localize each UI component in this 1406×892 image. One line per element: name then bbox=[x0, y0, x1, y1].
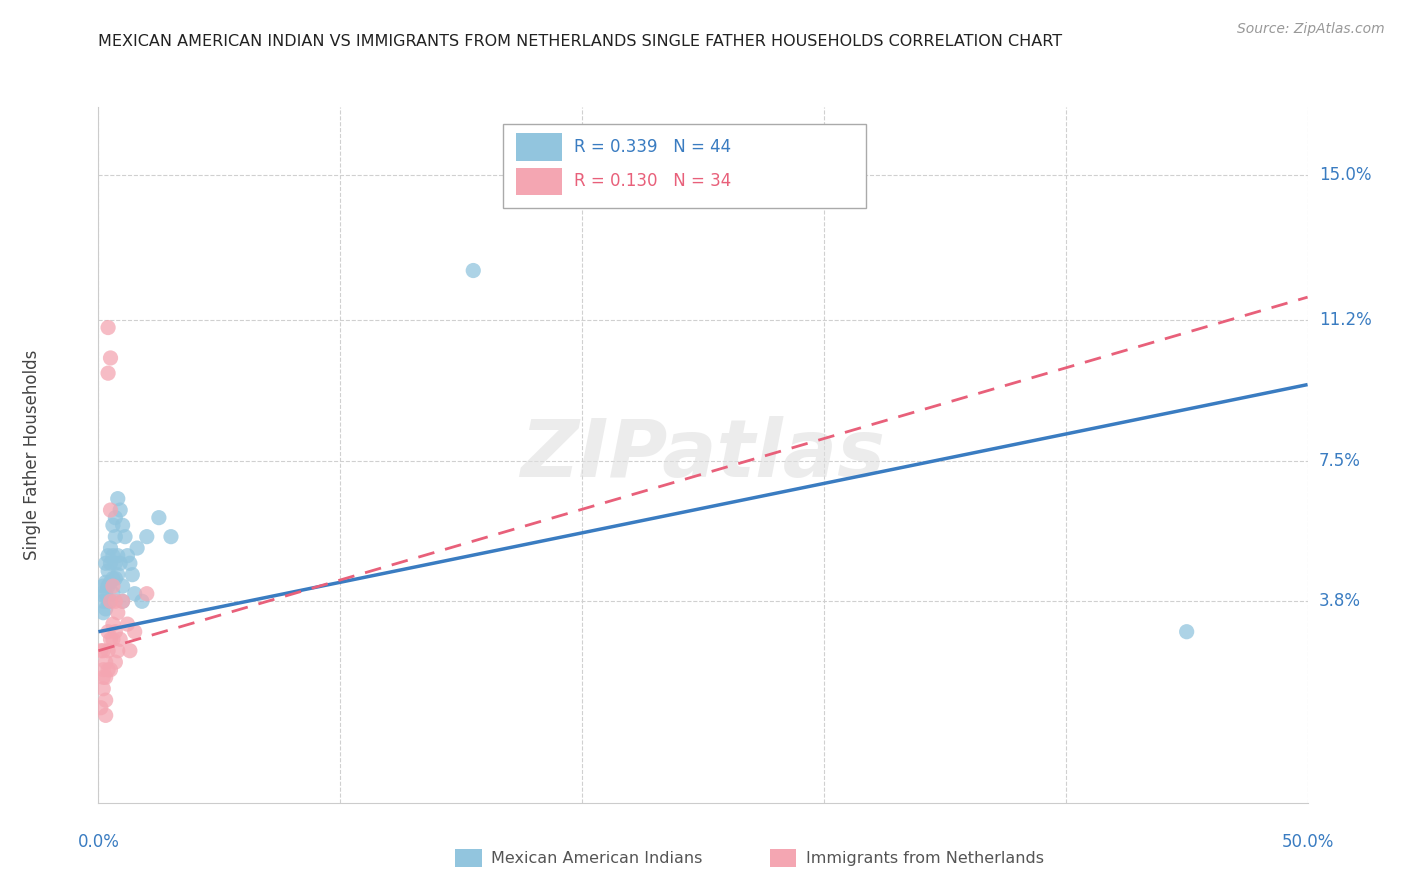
Point bbox=[91, 670, 114, 684]
Text: Mexican American Indians: Mexican American Indians bbox=[492, 851, 703, 866]
Point bbox=[118, 556, 141, 570]
Point bbox=[104, 556, 127, 570]
Point bbox=[91, 663, 114, 677]
Point bbox=[97, 579, 120, 593]
Point bbox=[94, 708, 117, 723]
Point bbox=[127, 541, 149, 555]
Point bbox=[94, 556, 117, 570]
Text: R = 0.339   N = 44: R = 0.339 N = 44 bbox=[574, 137, 731, 156]
Point bbox=[117, 549, 139, 563]
Point bbox=[101, 587, 124, 601]
Point bbox=[124, 624, 146, 639]
Point bbox=[101, 579, 124, 593]
Point bbox=[101, 572, 124, 586]
Point bbox=[101, 617, 124, 632]
Point bbox=[97, 366, 120, 380]
Text: R = 0.130   N = 34: R = 0.130 N = 34 bbox=[574, 172, 731, 191]
Point bbox=[131, 594, 153, 608]
Point bbox=[90, 644, 112, 658]
Point bbox=[91, 606, 114, 620]
Point bbox=[160, 530, 183, 544]
Text: 7.5%: 7.5% bbox=[1319, 451, 1361, 469]
Bar bbox=[516, 168, 561, 195]
Point bbox=[100, 663, 122, 677]
Point bbox=[94, 655, 117, 669]
Point bbox=[100, 594, 122, 608]
Point bbox=[135, 530, 157, 544]
Point bbox=[107, 644, 129, 658]
Bar bbox=[456, 849, 482, 867]
Text: ZIPatlas: ZIPatlas bbox=[520, 416, 886, 494]
Point bbox=[94, 670, 117, 684]
Point bbox=[111, 594, 134, 608]
Point bbox=[91, 594, 114, 608]
Point bbox=[97, 624, 120, 639]
Point bbox=[97, 644, 120, 658]
Point bbox=[107, 549, 129, 563]
Point bbox=[100, 632, 122, 647]
Point bbox=[135, 587, 157, 601]
Text: 3.8%: 3.8% bbox=[1319, 592, 1361, 610]
Bar bbox=[769, 849, 796, 867]
Point bbox=[97, 663, 120, 677]
Point bbox=[111, 518, 134, 533]
Point bbox=[108, 503, 131, 517]
Point bbox=[97, 594, 120, 608]
Point bbox=[97, 564, 120, 578]
Bar bbox=[516, 133, 561, 161]
Point bbox=[121, 567, 143, 582]
Point bbox=[107, 491, 129, 506]
Point bbox=[104, 594, 127, 608]
Point bbox=[463, 263, 485, 277]
Point bbox=[104, 624, 127, 639]
Point bbox=[1175, 624, 1198, 639]
Point bbox=[104, 510, 127, 524]
Text: 50.0%: 50.0% bbox=[1281, 833, 1334, 851]
Point bbox=[124, 587, 146, 601]
Point bbox=[94, 693, 117, 707]
Point bbox=[94, 587, 117, 601]
Point bbox=[117, 617, 139, 632]
Point bbox=[107, 567, 129, 582]
Point bbox=[100, 541, 122, 555]
Text: Immigrants from Netherlands: Immigrants from Netherlands bbox=[806, 851, 1043, 866]
Text: Single Father Households: Single Father Households bbox=[22, 350, 41, 560]
Point bbox=[101, 518, 124, 533]
Point bbox=[97, 549, 120, 563]
Text: Source: ZipAtlas.com: Source: ZipAtlas.com bbox=[1237, 22, 1385, 37]
Point bbox=[90, 587, 112, 601]
Point bbox=[108, 556, 131, 570]
Point bbox=[148, 510, 170, 524]
Point bbox=[108, 632, 131, 647]
Point bbox=[100, 503, 122, 517]
Point bbox=[111, 579, 134, 593]
Text: MEXICAN AMERICAN INDIAN VS IMMIGRANTS FROM NETHERLANDS SINGLE FATHER HOUSEHOLDS : MEXICAN AMERICAN INDIAN VS IMMIGRANTS FR… bbox=[98, 34, 1063, 49]
FancyBboxPatch shape bbox=[503, 124, 866, 208]
Point bbox=[90, 700, 112, 714]
Point bbox=[104, 572, 127, 586]
Point bbox=[100, 594, 122, 608]
Point bbox=[111, 594, 134, 608]
Point bbox=[114, 530, 136, 544]
Point bbox=[91, 579, 114, 593]
Point bbox=[100, 351, 122, 365]
Point bbox=[100, 575, 122, 590]
Point bbox=[94, 575, 117, 590]
Point bbox=[107, 606, 129, 620]
Point bbox=[118, 644, 141, 658]
Point bbox=[91, 681, 114, 696]
Point bbox=[97, 320, 120, 334]
Point bbox=[101, 632, 124, 647]
Point bbox=[100, 556, 122, 570]
Point bbox=[91, 644, 114, 658]
Text: 11.2%: 11.2% bbox=[1319, 311, 1371, 329]
Point bbox=[94, 602, 117, 616]
Text: 0.0%: 0.0% bbox=[77, 833, 120, 851]
Point bbox=[104, 655, 127, 669]
Point bbox=[101, 549, 124, 563]
Point bbox=[104, 530, 127, 544]
Text: 15.0%: 15.0% bbox=[1319, 167, 1371, 185]
